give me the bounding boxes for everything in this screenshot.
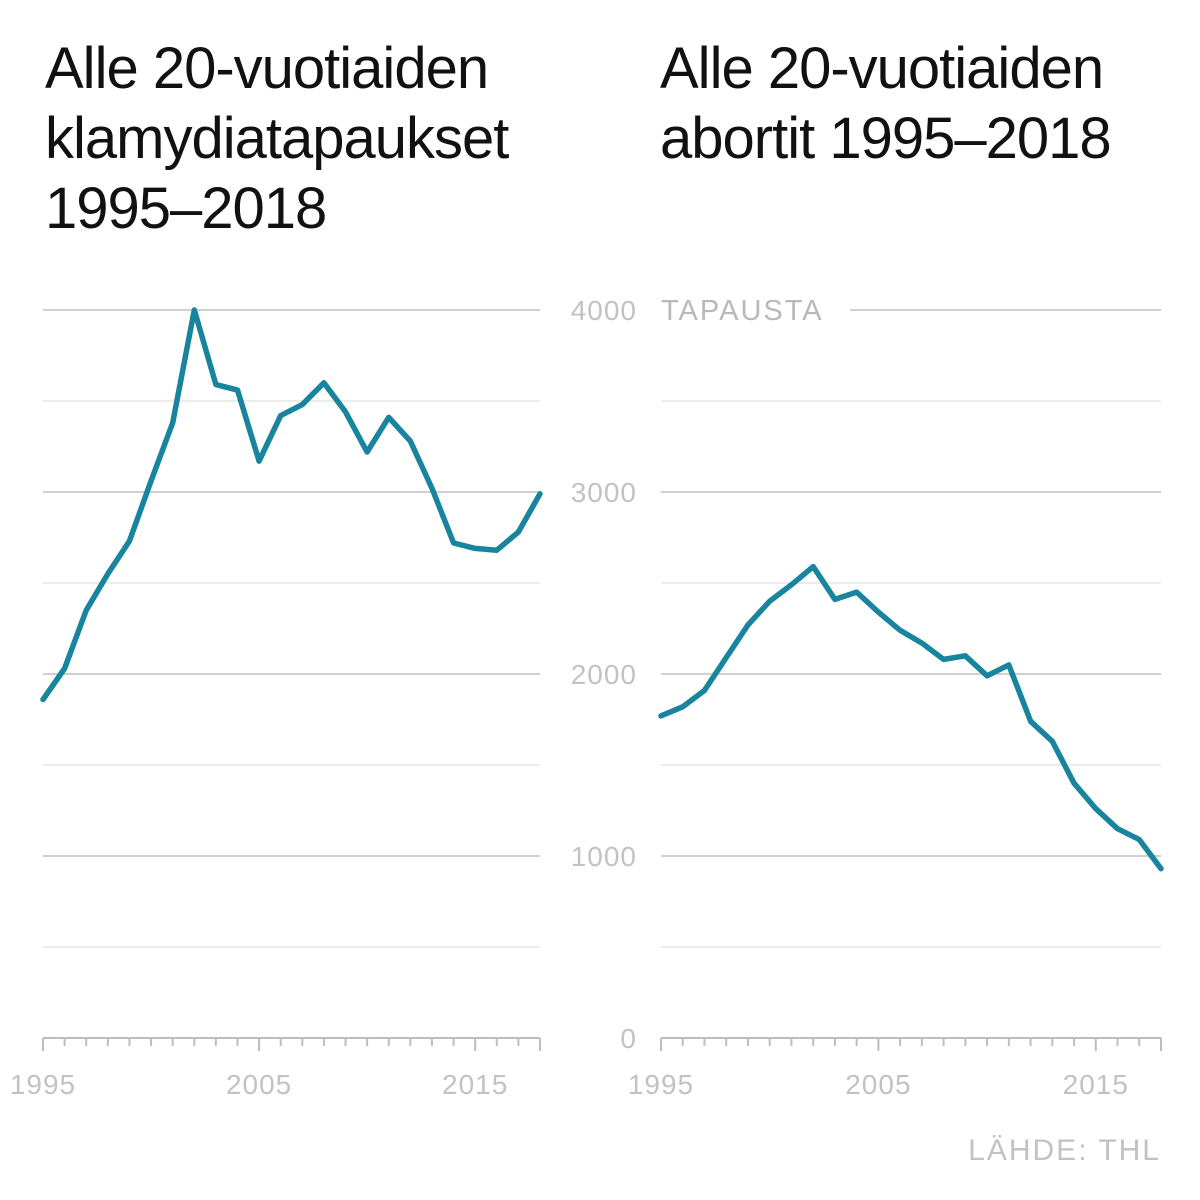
y-tick-label: 1000 — [571, 841, 637, 872]
source-label: LÄHDE: THL — [968, 1134, 1161, 1167]
x-tick-label: 1995 — [628, 1069, 694, 1100]
x-tick-label: 2015 — [442, 1069, 508, 1100]
x-tick-label: 2005 — [226, 1069, 292, 1100]
chlamydia-chart: 1995 2005 2015 — [10, 307, 543, 1100]
chlamydia-series-line — [40, 307, 543, 703]
y-tick-label: 0 — [620, 1023, 637, 1054]
y-tick-label: 4000 — [571, 295, 637, 326]
chart-title-chlamydia: Alle 20-vuotiaiden klamydiatapaukset 199… — [45, 36, 509, 241]
shared-y-axis: 0 1000 2000 3000 4000 — [571, 295, 637, 1054]
x-tick-label: 2015 — [1063, 1069, 1129, 1100]
abortion-chart: 1995 2005 2015 — [628, 309, 1164, 1100]
unit-label: TAPAUSTA — [661, 295, 824, 327]
x-tick-label: 2005 — [845, 1069, 911, 1100]
y-tick-label: 3000 — [571, 477, 637, 508]
chart-title-abortions: Alle 20-vuotiaiden abortit 1995–2018 — [660, 36, 1112, 171]
unit-label-background — [655, 304, 850, 316]
y-tick-label: 2000 — [571, 659, 637, 690]
abortion-series-line — [658, 563, 1164, 872]
x-tick-label: 1995 — [10, 1069, 76, 1100]
